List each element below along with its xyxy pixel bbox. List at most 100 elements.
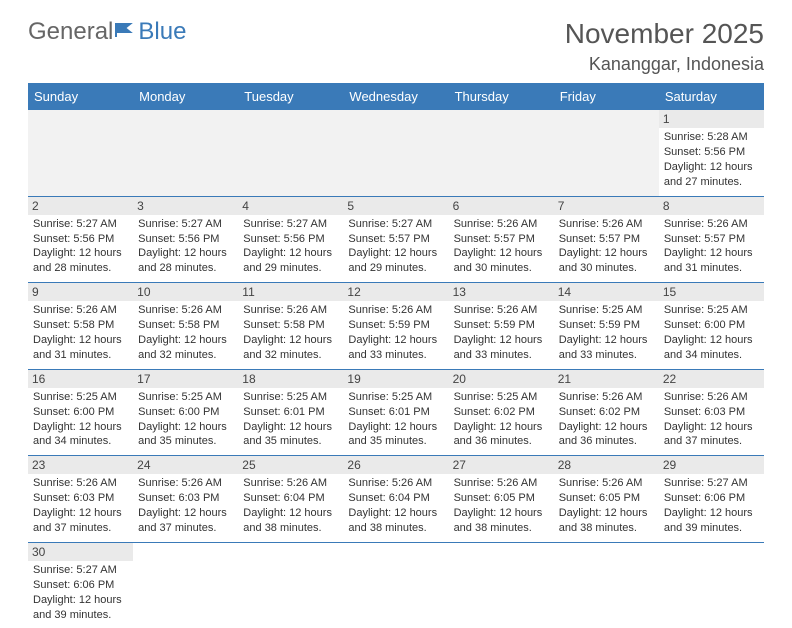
sunset-text: Sunset: 6:01 PM: [243, 405, 338, 420]
location: Kananggar, Indonesia: [565, 54, 764, 75]
day-number: 10: [133, 283, 238, 301]
day-cell: 8Sunrise: 5:26 AMSunset: 5:57 PMDaylight…: [659, 196, 764, 283]
week-row: 23Sunrise: 5:26 AMSunset: 6:03 PMDayligh…: [28, 456, 764, 543]
title-block: November 2025 Kananggar, Indonesia: [565, 18, 764, 75]
dayname-cell: Monday: [133, 83, 238, 110]
day-cell: 22Sunrise: 5:26 AMSunset: 6:03 PMDayligh…: [659, 369, 764, 456]
day-number: 6: [449, 197, 554, 215]
day-cell: 13Sunrise: 5:26 AMSunset: 5:59 PMDayligh…: [449, 283, 554, 370]
empty-cell: [554, 110, 659, 196]
sunrise-text: Sunrise: 5:25 AM: [664, 303, 759, 318]
day-cell: 1Sunrise: 5:28 AMSunset: 5:56 PMDaylight…: [659, 110, 764, 196]
empty-cell: [449, 110, 554, 196]
sunset-text: Sunset: 6:03 PM: [664, 405, 759, 420]
day-cell: 15Sunrise: 5:25 AMSunset: 6:00 PMDayligh…: [659, 283, 764, 370]
empty-cell: [133, 110, 238, 196]
sunrise-text: Sunrise: 5:27 AM: [664, 476, 759, 491]
dayname-cell: Wednesday: [343, 83, 448, 110]
sunset-text: Sunset: 5:56 PM: [33, 232, 128, 247]
sunrise-text: Sunrise: 5:26 AM: [33, 303, 128, 318]
daylight-text: Daylight: 12 hours and 28 minutes.: [138, 246, 233, 276]
sunrise-text: Sunrise: 5:27 AM: [33, 217, 128, 232]
empty-cell: [238, 542, 343, 628]
week-row: 1Sunrise: 5:28 AMSunset: 5:56 PMDaylight…: [28, 110, 764, 196]
sunset-text: Sunset: 5:56 PM: [243, 232, 338, 247]
daylight-text: Daylight: 12 hours and 38 minutes.: [559, 506, 654, 536]
day-number: 2: [28, 197, 133, 215]
day-number: 20: [449, 370, 554, 388]
sunrise-text: Sunrise: 5:26 AM: [348, 476, 443, 491]
dayname-cell: Friday: [554, 83, 659, 110]
sunrise-text: Sunrise: 5:27 AM: [243, 217, 338, 232]
daylight-text: Daylight: 12 hours and 35 minutes.: [138, 420, 233, 450]
week-row: 30Sunrise: 5:27 AMSunset: 6:06 PMDayligh…: [28, 542, 764, 628]
logo: General Blue: [28, 18, 186, 46]
day-cell: 14Sunrise: 5:25 AMSunset: 5:59 PMDayligh…: [554, 283, 659, 370]
sunrise-text: Sunrise: 5:26 AM: [454, 476, 549, 491]
daylight-text: Daylight: 12 hours and 29 minutes.: [243, 246, 338, 276]
sunrise-text: Sunrise: 5:27 AM: [33, 563, 128, 578]
sunset-text: Sunset: 6:06 PM: [33, 578, 128, 593]
day-number: 15: [659, 283, 764, 301]
daylight-text: Daylight: 12 hours and 36 minutes.: [454, 420, 549, 450]
day-cell: 10Sunrise: 5:26 AMSunset: 5:58 PMDayligh…: [133, 283, 238, 370]
daylight-text: Daylight: 12 hours and 38 minutes.: [454, 506, 549, 536]
sunrise-text: Sunrise: 5:26 AM: [454, 303, 549, 318]
sunrise-text: Sunrise: 5:25 AM: [348, 390, 443, 405]
daylight-text: Daylight: 12 hours and 35 minutes.: [348, 420, 443, 450]
day-cell: 3Sunrise: 5:27 AMSunset: 5:56 PMDaylight…: [133, 196, 238, 283]
day-cell: 18Sunrise: 5:25 AMSunset: 6:01 PMDayligh…: [238, 369, 343, 456]
day-number: 11: [238, 283, 343, 301]
daylight-text: Daylight: 12 hours and 35 minutes.: [243, 420, 338, 450]
sunset-text: Sunset: 5:58 PM: [243, 318, 338, 333]
daylight-text: Daylight: 12 hours and 28 minutes.: [33, 246, 128, 276]
sunset-text: Sunset: 5:59 PM: [454, 318, 549, 333]
sunset-text: Sunset: 6:00 PM: [138, 405, 233, 420]
day-number: 28: [554, 456, 659, 474]
day-number: 18: [238, 370, 343, 388]
day-cell: 20Sunrise: 5:25 AMSunset: 6:02 PMDayligh…: [449, 369, 554, 456]
daylight-text: Daylight: 12 hours and 30 minutes.: [559, 246, 654, 276]
daylight-text: Daylight: 12 hours and 33 minutes.: [559, 333, 654, 363]
sunset-text: Sunset: 5:58 PM: [33, 318, 128, 333]
daylight-text: Daylight: 12 hours and 38 minutes.: [243, 506, 338, 536]
day-number: 21: [554, 370, 659, 388]
day-cell: 7Sunrise: 5:26 AMSunset: 5:57 PMDaylight…: [554, 196, 659, 283]
sunrise-text: Sunrise: 5:25 AM: [33, 390, 128, 405]
sunrise-text: Sunrise: 5:27 AM: [138, 217, 233, 232]
empty-cell: [238, 110, 343, 196]
sunset-text: Sunset: 5:56 PM: [664, 145, 759, 160]
day-cell: 28Sunrise: 5:26 AMSunset: 6:05 PMDayligh…: [554, 456, 659, 543]
day-cell: 4Sunrise: 5:27 AMSunset: 5:56 PMDaylight…: [238, 196, 343, 283]
day-cell: 12Sunrise: 5:26 AMSunset: 5:59 PMDayligh…: [343, 283, 448, 370]
daylight-text: Daylight: 12 hours and 32 minutes.: [138, 333, 233, 363]
sunset-text: Sunset: 6:02 PM: [559, 405, 654, 420]
sunset-text: Sunset: 6:03 PM: [138, 491, 233, 506]
day-number: 16: [28, 370, 133, 388]
sunrise-text: Sunrise: 5:26 AM: [138, 303, 233, 318]
daylight-text: Daylight: 12 hours and 37 minutes.: [664, 420, 759, 450]
sunset-text: Sunset: 6:00 PM: [33, 405, 128, 420]
empty-cell: [343, 542, 448, 628]
day-number: 14: [554, 283, 659, 301]
empty-cell: [449, 542, 554, 628]
dayname-cell: Sunday: [28, 83, 133, 110]
daylight-text: Daylight: 12 hours and 39 minutes.: [664, 506, 759, 536]
page-title: November 2025: [565, 18, 764, 50]
empty-cell: [554, 542, 659, 628]
sunset-text: Sunset: 5:57 PM: [559, 232, 654, 247]
sunrise-text: Sunrise: 5:26 AM: [664, 217, 759, 232]
daylight-text: Daylight: 12 hours and 27 minutes.: [664, 160, 759, 190]
calendar-table: SundayMondayTuesdayWednesdayThursdayFrid…: [28, 83, 764, 628]
sunset-text: Sunset: 6:04 PM: [243, 491, 338, 506]
sunrise-text: Sunrise: 5:26 AM: [454, 217, 549, 232]
daylight-text: Daylight: 12 hours and 34 minutes.: [664, 333, 759, 363]
day-cell: 11Sunrise: 5:26 AMSunset: 5:58 PMDayligh…: [238, 283, 343, 370]
day-cell: 25Sunrise: 5:26 AMSunset: 6:04 PMDayligh…: [238, 456, 343, 543]
day-cell: 23Sunrise: 5:26 AMSunset: 6:03 PMDayligh…: [28, 456, 133, 543]
daylight-text: Daylight: 12 hours and 32 minutes.: [243, 333, 338, 363]
daylight-text: Daylight: 12 hours and 33 minutes.: [454, 333, 549, 363]
day-number: 19: [343, 370, 448, 388]
day-number: 1: [659, 110, 764, 128]
day-cell: 26Sunrise: 5:26 AMSunset: 6:04 PMDayligh…: [343, 456, 448, 543]
